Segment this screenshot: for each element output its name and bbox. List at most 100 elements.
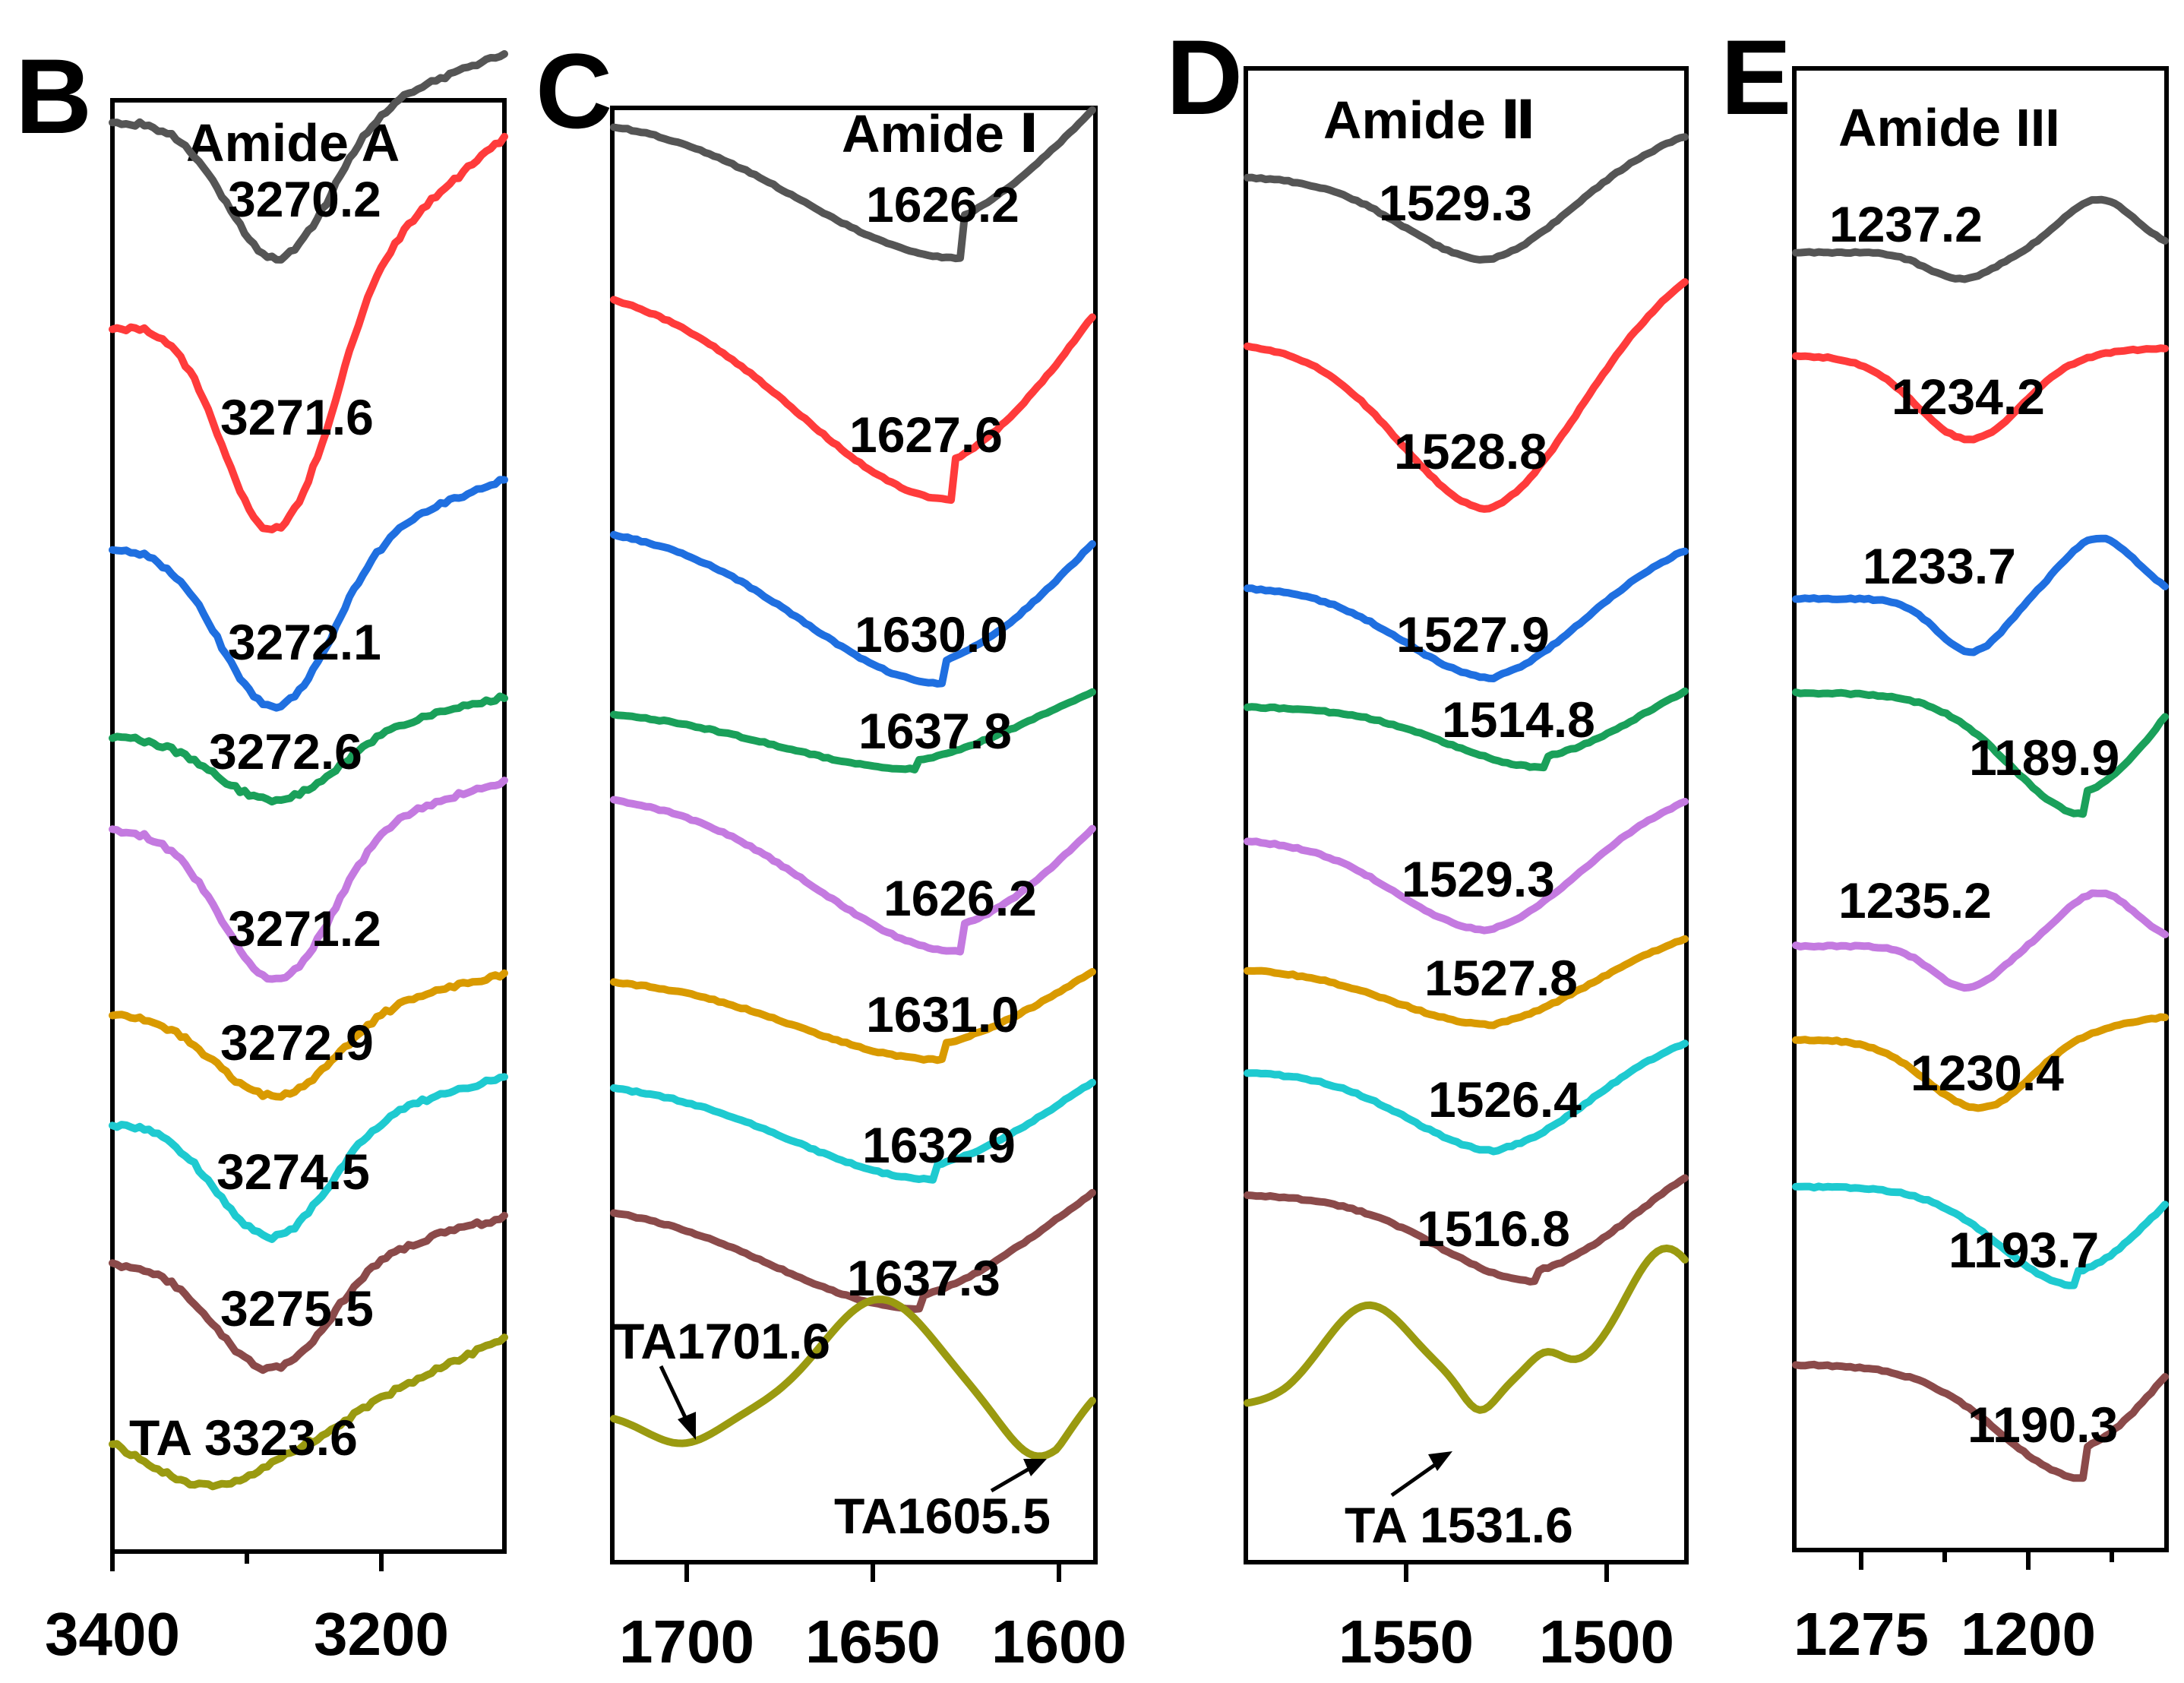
panel-c-peak-label-ta-2: TA1605.5 — [834, 1488, 1051, 1544]
panel-d-arrows — [1390, 1451, 1452, 1498]
panel-d-peak-label-5: 1529.3 — [1402, 851, 1555, 907]
panel-b-peak-label-8: 3275.5 — [220, 1280, 374, 1337]
panel-c-peak-label-4: 1637.8 — [858, 703, 1012, 759]
panel-d-trace-5 — [1244, 798, 1689, 935]
panel-c-peak-label-3: 1630.0 — [855, 606, 1008, 663]
panel-d-tick-label-1500: 1500 — [1539, 1608, 1674, 1675]
panel-d-traces — [1244, 133, 1689, 1414]
panel-b-peak-label-7: 3274.5 — [217, 1144, 370, 1200]
panel-c-letter: C — [536, 31, 612, 150]
panel-c-trace-5 — [610, 796, 1096, 956]
panel-d-peak-label-7: 1526.4 — [1428, 1071, 1582, 1128]
panel-d-frame — [1244, 66, 1689, 1564]
panel-d-peak-label-2: 1528.8 — [1394, 423, 1547, 479]
panel-c-title: Amide Ⅰ — [842, 104, 1038, 163]
panel-d-trace-1 — [1244, 133, 1689, 264]
panel-b-title: Amide A — [186, 113, 400, 172]
panel-b: B Amide A 3270.2 3271.6 3272.1 3272.6 32… — [15, 36, 508, 1668]
panel-c-arrow-1-line — [659, 1365, 691, 1427]
panel-d-arrow-line — [1390, 1460, 1440, 1498]
panel-e-letter: E — [1721, 17, 1791, 137]
panel-c-peak-label-2: 1627.6 — [849, 407, 1003, 463]
panel-c-trace-2 — [610, 296, 1096, 505]
panel-c-peak-label-8: 1637.3 — [847, 1250, 1000, 1306]
panel-e-trace-3 — [1792, 534, 2169, 656]
panel-c-arrow-1-head — [678, 1412, 696, 1440]
panel-c-tick-label-1700: 1700 — [619, 1608, 754, 1675]
panel-e-peak-label-4: 1189.9 — [1969, 729, 2119, 786]
panel-e-title: Amide III — [1838, 98, 2060, 157]
panel-d-trace-7 — [1244, 1039, 1689, 1156]
panel-d-peak-labels: 1529.3 1528.8 1527.9 1514.8 1529.3 1527.… — [1345, 175, 1595, 1553]
panel-e-trace-6 — [1792, 1013, 2169, 1112]
panel-c-peak-label-ta-1: TA1701.6 — [614, 1313, 830, 1369]
panel-e-peak-label-8: 1190.3 — [1967, 1397, 2118, 1453]
panel-e-tick-label-1275: 1275 — [1794, 1600, 1929, 1668]
panel-b-peak-label-3: 3272.1 — [228, 614, 381, 670]
panel-b-trace-6 — [109, 969, 508, 1101]
panel-d-peak-label-6: 1527.8 — [1424, 950, 1578, 1006]
panel-e-trace-7 — [1792, 1182, 2169, 1289]
panel-b-peak-label-ta: TA 3323.6 — [129, 1409, 358, 1466]
panel-e-tick-label-1200: 1200 — [1961, 1600, 2096, 1668]
panel-c-trace-4 — [610, 688, 1096, 773]
panel-c-peak-labels: 1626.2 1627.6 1630.0 1637.8 1626.2 1631.… — [614, 176, 1051, 1544]
panel-c-peak-label-7: 1632.9 — [862, 1117, 1016, 1173]
panel-d-peak-label-ta: TA 1531.6 — [1345, 1497, 1573, 1553]
panel-b-trace-ta — [109, 1333, 508, 1491]
panel-d-trace-3 — [1244, 547, 1689, 682]
panel-b-peak-label-4: 3272.6 — [209, 723, 362, 780]
panel-e-peak-labels: 1237.2 1234.2 1233.7 1189.9 1235.2 1230.… — [1829, 196, 2119, 1453]
panel-c: C Amide Ⅰ 1626.2 1627.6 1630.0 1637.8 16… — [536, 31, 1127, 1675]
panel-c-trace-7 — [610, 1078, 1096, 1184]
panel-d-peak-label-4: 1514.8 — [1442, 691, 1595, 748]
panel-b-trace-5 — [109, 777, 508, 983]
panel-b-letter: B — [15, 36, 92, 156]
panel-e-trace-2 — [1792, 344, 2169, 444]
panel-c-traces — [610, 106, 1096, 1460]
panel-c-peak-label-5: 1626.2 — [883, 870, 1037, 926]
panel-d-letter: D — [1166, 17, 1243, 137]
panel-c-trace-3 — [610, 530, 1096, 688]
panel-b-peak-label-2: 3271.6 — [220, 389, 374, 445]
panel-d-trace-8 — [1244, 1174, 1689, 1286]
panel-c-tick-label-1600: 1600 — [991, 1608, 1127, 1675]
panel-b-peak-label-5: 3271.2 — [228, 900, 381, 957]
panel-c-trace-ta — [610, 1295, 1096, 1460]
panel-b-trace-2 — [109, 132, 508, 533]
panel-d-trace-ta — [1244, 1244, 1689, 1414]
panel-e-peak-label-7: 1193.7 — [1949, 1222, 2099, 1278]
panel-b-traces — [109, 50, 508, 1491]
panel-d-x-axis: 1550 1500 — [1339, 1562, 1674, 1675]
panel-c-peak-label-1: 1626.2 — [866, 176, 1019, 233]
panel-c-peak-label-6: 1631.0 — [866, 986, 1019, 1042]
panel-b-peak-label-6: 3272.9 — [220, 1014, 374, 1071]
panel-b-trace-4 — [109, 692, 508, 806]
panel-d-tick-label-1550: 1550 — [1339, 1608, 1474, 1675]
panel-d-peak-label-8: 1516.8 — [1417, 1201, 1570, 1257]
panel-c-trace-8 — [610, 1188, 1096, 1313]
panel-d-trace-4 — [1244, 687, 1689, 772]
panel-c-x-axis: 1700 1650 1600 — [619, 1562, 1127, 1675]
panel-c-trace-6 — [610, 968, 1096, 1065]
panel-e-frame — [1792, 66, 2169, 1552]
panel-e-peak-label-2: 1234.2 — [1892, 369, 2045, 425]
panel-c-trace-1 — [610, 106, 1096, 263]
panel-e: E Amide III 1237.2 1234.2 1233.7 1189.9 … — [1721, 17, 2169, 1668]
panel-c-arrows — [659, 1365, 1047, 1493]
panel-d-peak-label-3: 1527.9 — [1396, 606, 1550, 663]
panel-c-arrow-2-head — [1023, 1459, 1047, 1476]
panel-c-tick-label-1650: 1650 — [805, 1608, 940, 1675]
panel-e-x-axis: 1275 1200 — [1794, 1550, 2114, 1668]
panel-b-x-axis: 3400 3200 — [45, 1552, 449, 1668]
panel-b-trace-1 — [109, 50, 508, 264]
panel-c-frame — [610, 106, 1098, 1564]
panel-b-trace-8 — [109, 1211, 508, 1375]
panel-b-tick-label-3400: 3400 — [45, 1600, 180, 1668]
panel-b-trace-7 — [109, 1073, 508, 1243]
panel-d-title: Amide Ⅱ — [1323, 90, 1536, 150]
panel-e-traces — [1792, 195, 2169, 1482]
panel-b-trace-3 — [109, 476, 508, 712]
panel-e-trace-5 — [1792, 889, 2169, 992]
